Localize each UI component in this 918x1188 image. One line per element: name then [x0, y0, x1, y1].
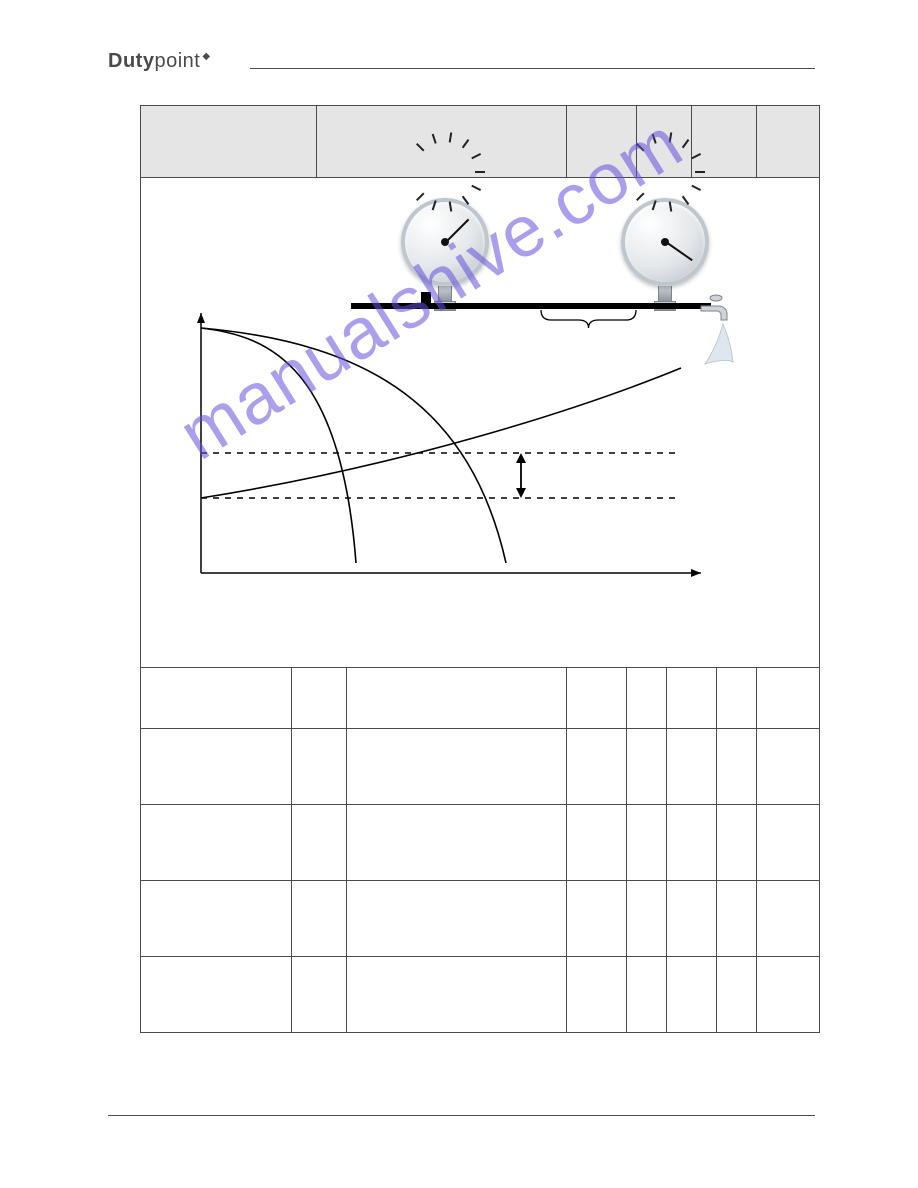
- param-cell: [666, 957, 716, 1032]
- param-cell: [626, 729, 666, 804]
- param-cell: [346, 957, 566, 1032]
- param-cell: [291, 881, 346, 956]
- brand-bold: Duty: [108, 50, 154, 72]
- param-cell: [291, 729, 346, 804]
- param-cell: [756, 881, 819, 956]
- param-cell: [666, 881, 716, 956]
- param-cell: [346, 729, 566, 804]
- param-cell: [716, 729, 756, 804]
- brand-light: point: [154, 50, 200, 72]
- header-cell: [636, 106, 691, 177]
- param-cell: [666, 668, 716, 728]
- param-cell: [566, 729, 626, 804]
- param-cell: [626, 668, 666, 728]
- card-header: [141, 106, 819, 178]
- param-cell: [666, 729, 716, 804]
- header-cell: [141, 106, 316, 177]
- param-cell: [756, 957, 819, 1032]
- param-cell: [346, 805, 566, 880]
- param-cell: [716, 957, 756, 1032]
- param-row: [141, 880, 819, 956]
- rule-top: [250, 68, 815, 69]
- param-cell: [141, 805, 291, 880]
- param-cell: [566, 957, 626, 1032]
- param-cell: [626, 805, 666, 880]
- pump-curve-diagram: manualshive.com: [141, 178, 819, 668]
- param-row: [141, 668, 819, 728]
- param-cell: [626, 957, 666, 1032]
- param-cell: [716, 668, 756, 728]
- param-row: [141, 804, 819, 880]
- rule-bottom: [108, 1115, 815, 1116]
- param-row: [141, 728, 819, 804]
- param-cell: [756, 805, 819, 880]
- param-cell: [141, 881, 291, 956]
- param-cell: [346, 881, 566, 956]
- param-cell: [291, 668, 346, 728]
- brand-symbol: ◆: [202, 51, 210, 62]
- parameter-card: manualshive.com: [140, 105, 820, 1033]
- param-cell: [666, 805, 716, 880]
- param-cell: [141, 957, 291, 1032]
- param-cell: [141, 668, 291, 728]
- param-cell: [626, 881, 666, 956]
- param-cell: [291, 805, 346, 880]
- header-cell: [691, 106, 756, 177]
- header-cell: [566, 106, 636, 177]
- brand-logo: Dutypoint◆: [108, 50, 211, 73]
- header-cell: [316, 106, 566, 177]
- param-cell: [716, 881, 756, 956]
- param-cell: [716, 805, 756, 880]
- param-cell: [756, 668, 819, 728]
- param-cell: [346, 668, 566, 728]
- param-cell: [291, 957, 346, 1032]
- param-cell: [566, 668, 626, 728]
- chart-svg: [141, 178, 821, 668]
- param-row: [141, 956, 819, 1032]
- header-cell: [756, 106, 819, 177]
- param-cell: [566, 881, 626, 956]
- parameter-rows: [141, 668, 819, 1032]
- param-cell: [141, 729, 291, 804]
- param-cell: [756, 729, 819, 804]
- param-cell: [566, 805, 626, 880]
